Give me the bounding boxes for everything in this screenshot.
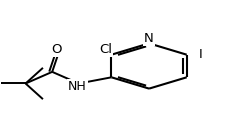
Text: I: I <box>198 48 202 61</box>
Text: Cl: Cl <box>98 43 111 56</box>
Text: N: N <box>144 32 153 45</box>
Text: NH: NH <box>68 80 86 93</box>
Text: O: O <box>52 43 62 56</box>
